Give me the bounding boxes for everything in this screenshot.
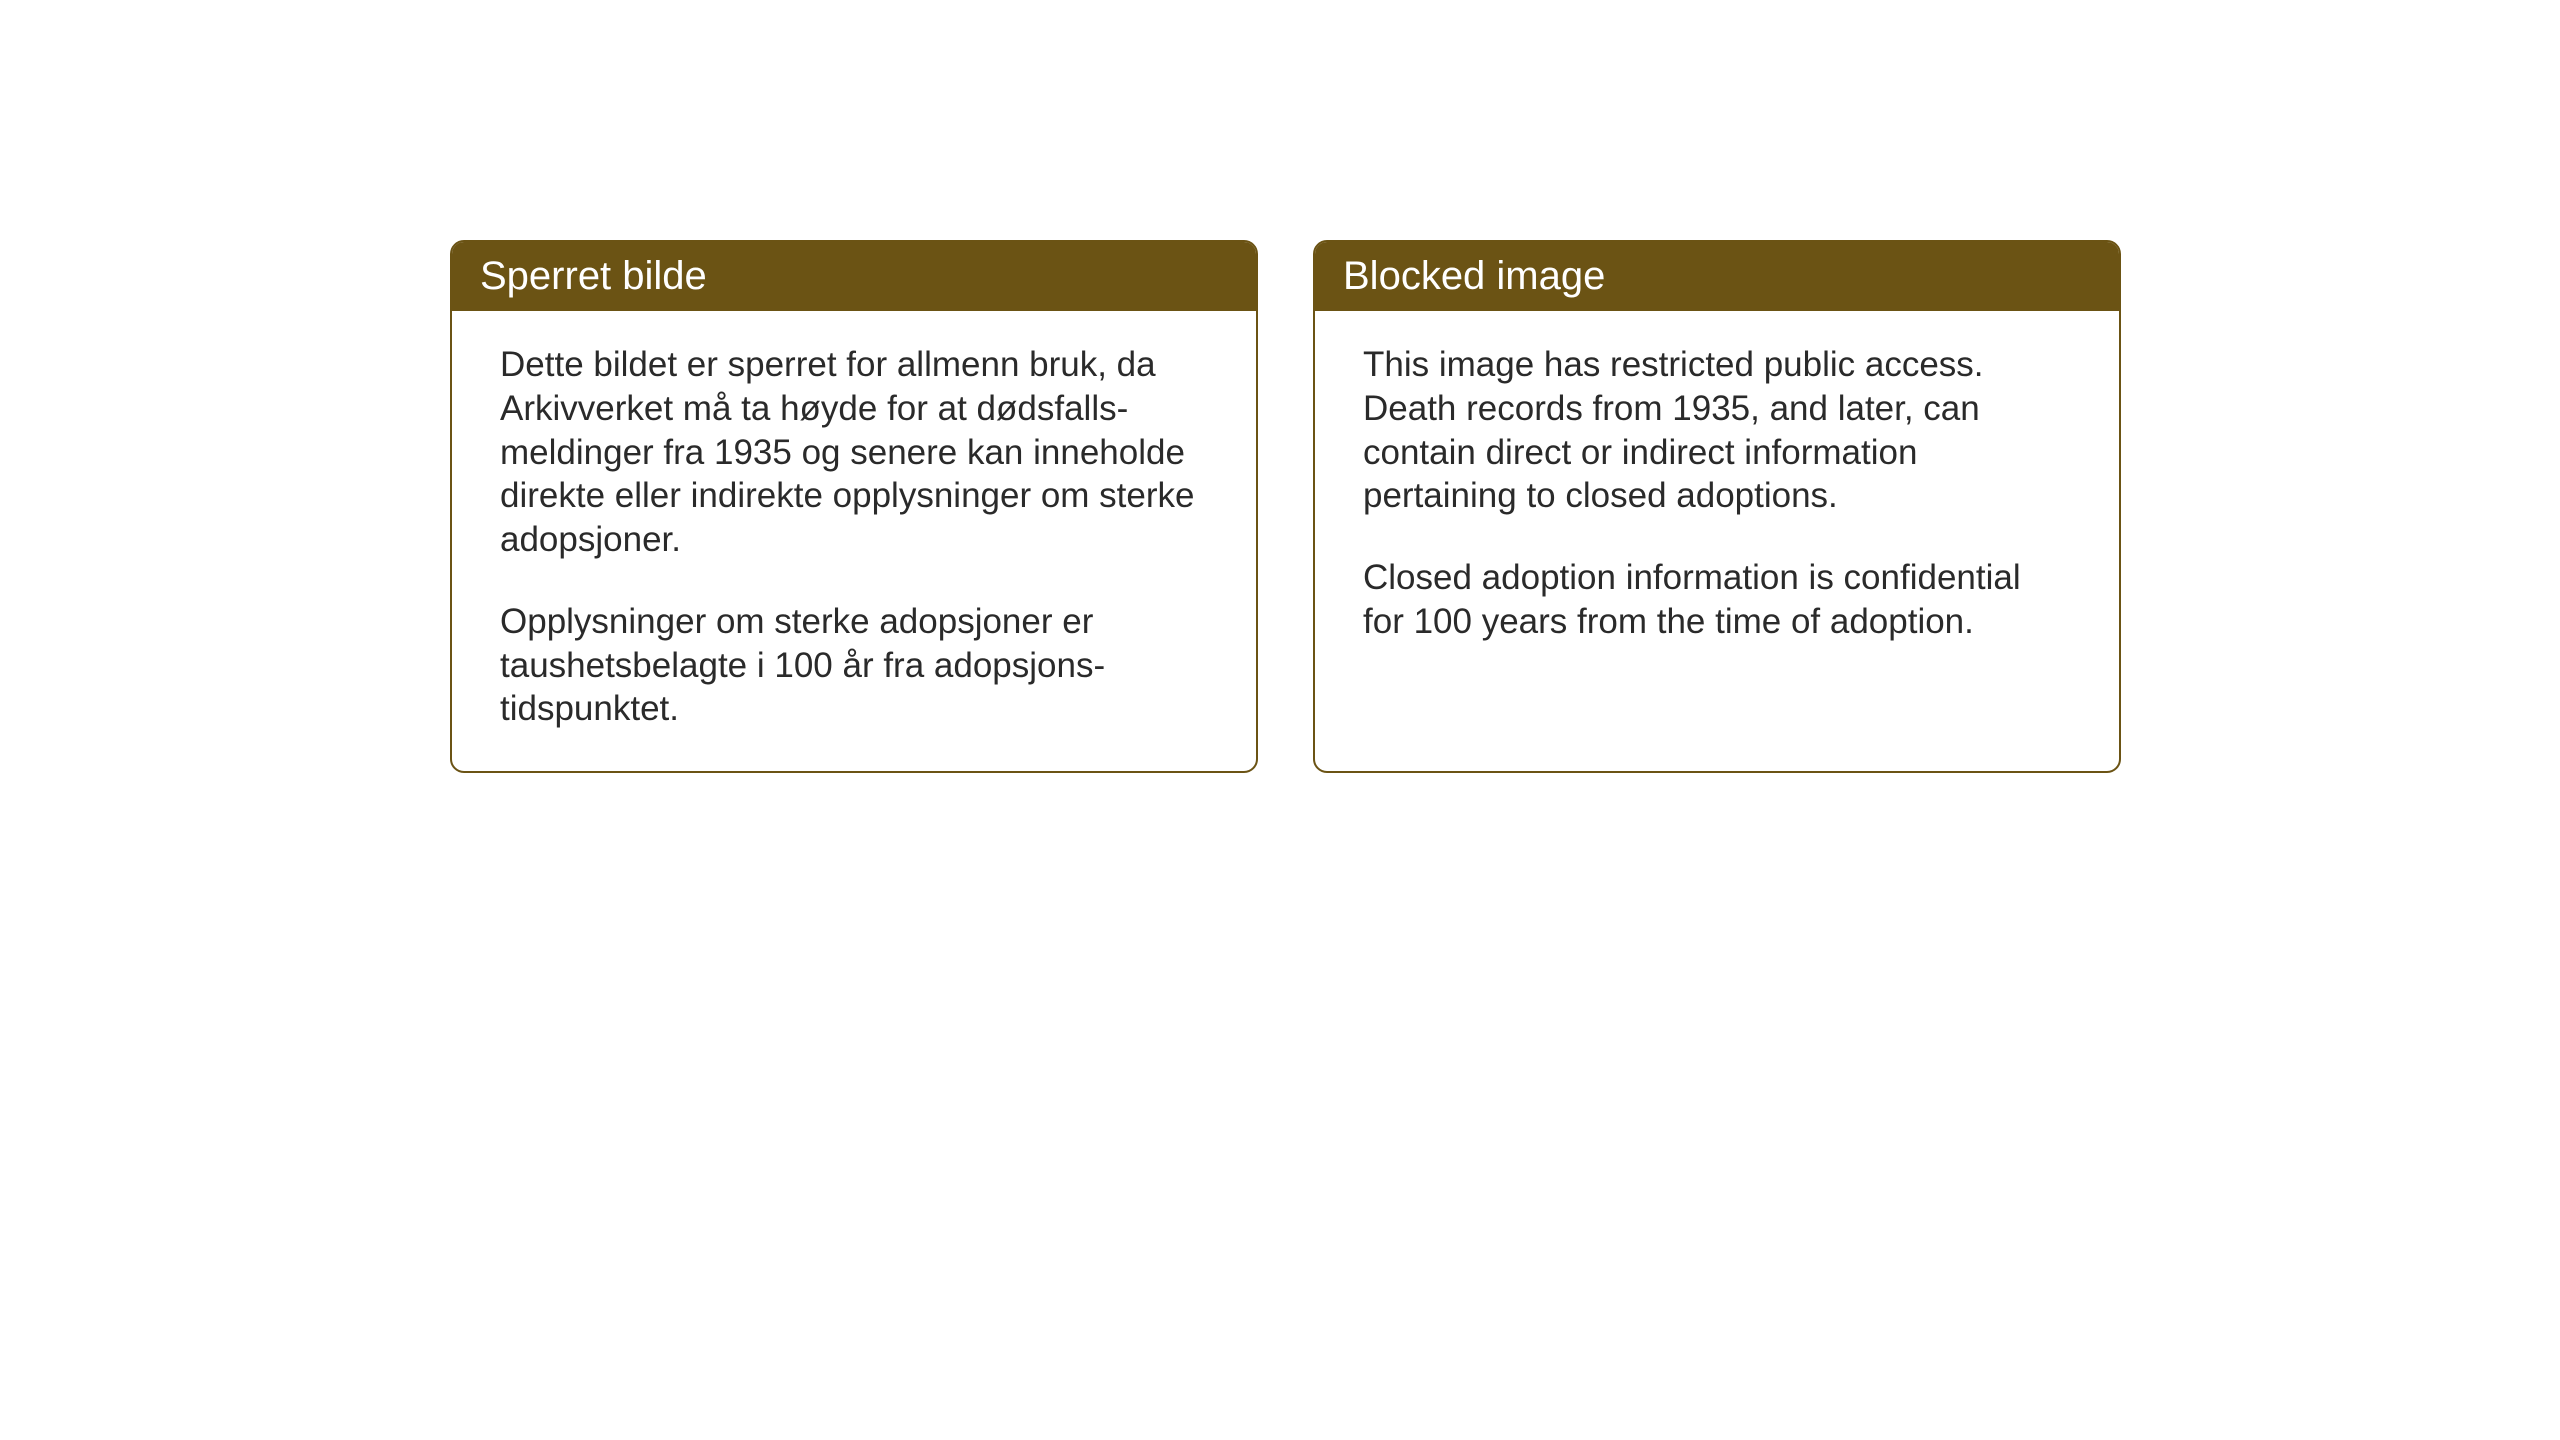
norwegian-notice-card: Sperret bilde Dette bildet er sperret fo…: [450, 240, 1258, 773]
english-card-title: Blocked image: [1315, 242, 2119, 311]
norwegian-paragraph-2: Opplysninger om sterke adopsjoner er tau…: [500, 600, 1208, 731]
norwegian-card-body: Dette bildet er sperret for allmenn bruk…: [452, 311, 1256, 771]
english-paragraph-2: Closed adoption information is confident…: [1363, 556, 2071, 644]
norwegian-paragraph-1: Dette bildet er sperret for allmenn bruk…: [500, 343, 1208, 562]
english-paragraph-1: This image has restricted public access.…: [1363, 343, 2071, 518]
notice-cards-container: Sperret bilde Dette bildet er sperret fo…: [450, 240, 2121, 773]
english-notice-card: Blocked image This image has restricted …: [1313, 240, 2121, 773]
norwegian-card-title: Sperret bilde: [452, 242, 1256, 311]
english-card-body: This image has restricted public access.…: [1315, 311, 2119, 684]
